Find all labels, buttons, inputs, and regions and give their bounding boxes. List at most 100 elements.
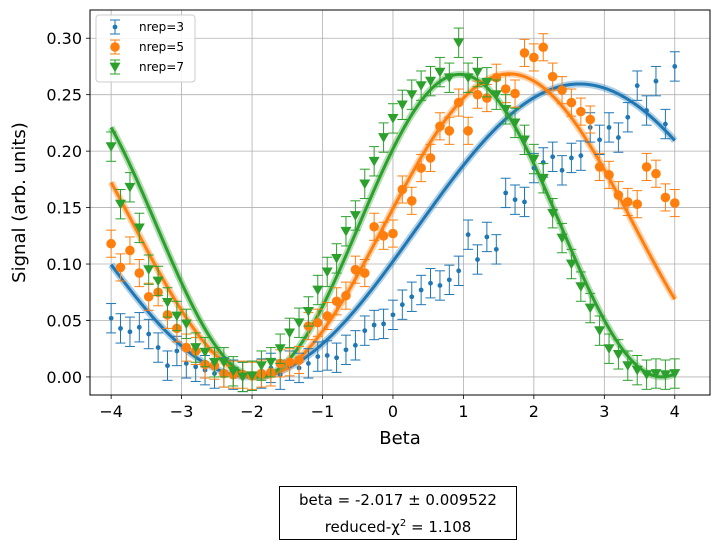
circle-marker — [341, 290, 351, 301]
point-marker — [155, 345, 161, 350]
circle-marker — [500, 84, 511, 94]
x-axis-label: Beta — [379, 428, 421, 449]
triangle-marker — [124, 182, 136, 193]
triangle-marker — [612, 349, 624, 360]
circle-marker — [350, 264, 361, 275]
triangle-marker — [622, 361, 634, 371]
circle-marker — [416, 163, 426, 173]
circle-marker — [482, 93, 492, 103]
point-marker — [475, 257, 480, 262]
triangle-marker — [415, 81, 427, 91]
circle-marker — [369, 221, 379, 232]
triangle-marker — [378, 133, 390, 143]
triangle-marker — [368, 156, 380, 167]
triangle-marker — [387, 113, 399, 124]
triangle-marker — [603, 344, 615, 354]
y-axis-label: Signal (arb. units) — [9, 122, 30, 283]
y-tick-label: 0.15 — [46, 199, 82, 218]
triangle-marker — [237, 372, 249, 383]
x-tick-label: 3 — [599, 402, 609, 421]
point-marker — [399, 302, 405, 308]
circle-marker — [359, 268, 370, 278]
point-marker — [371, 322, 377, 328]
legend-label: nrep=5 — [139, 40, 184, 54]
point-marker — [353, 342, 358, 348]
triangle-marker — [500, 104, 512, 115]
triangle-marker — [575, 282, 587, 292]
circle-marker — [669, 198, 680, 208]
circle-marker — [378, 231, 389, 241]
point-marker — [165, 363, 170, 369]
point-marker — [644, 108, 649, 113]
circle-marker — [641, 162, 652, 172]
triangle-marker — [340, 226, 352, 237]
chi2-prefix: reduced-χ — [324, 518, 400, 536]
axis-ticks: −4 −3 −2 −1 0 1 2 3 4 0.00 0.05 0.10 0.15 0.20 0.25 0.3… — [46, 29, 679, 421]
triangle-marker — [359, 179, 371, 190]
circle-marker — [312, 317, 323, 328]
x-tick-label: −4 — [99, 402, 123, 421]
point-marker — [446, 277, 452, 283]
point-marker — [183, 360, 189, 366]
series-nrep=7 — [105, 27, 681, 393]
triangle-marker — [594, 326, 606, 336]
triangle-marker — [115, 199, 127, 210]
point-marker — [503, 190, 509, 196]
point-marker — [112, 24, 118, 30]
x-tick-label: −2 — [240, 402, 264, 421]
circle-marker — [322, 311, 333, 321]
point-marker — [606, 125, 612, 130]
triangle-marker — [265, 357, 277, 368]
circle-marker — [660, 192, 671, 203]
x-tick-label: 2 — [529, 402, 539, 421]
point-marker — [381, 321, 386, 327]
point-marker — [118, 325, 123, 331]
series-nrep=3 — [106, 51, 680, 393]
circle-marker — [547, 71, 558, 82]
triangle-marker — [584, 303, 596, 314]
point-marker — [512, 197, 518, 203]
circle-marker — [406, 196, 417, 206]
point-marker — [625, 114, 631, 120]
circle-marker — [529, 52, 539, 63]
plot-frame — [89, 9, 711, 396]
triangle-marker — [472, 67, 483, 78]
triangle-marker — [180, 319, 192, 330]
triangle-marker — [528, 154, 540, 165]
point-marker — [456, 268, 462, 274]
circle-marker — [284, 357, 295, 368]
triangle-marker — [631, 365, 643, 376]
circle-marker — [510, 88, 520, 99]
point-marker — [334, 355, 339, 361]
circle-marker — [604, 170, 614, 180]
triangle-marker — [453, 38, 465, 48]
circle-marker — [453, 97, 464, 108]
circle-marker — [519, 48, 530, 58]
point-marker — [343, 347, 349, 353]
circle-marker — [294, 355, 304, 365]
circle-marker — [538, 42, 549, 53]
triangle-marker — [462, 73, 474, 83]
fit-result-box: beta = -2.017 ± 0.009522 reduced-χ2 = 1.… — [279, 486, 517, 540]
chi2-exponent: 2 — [399, 518, 407, 529]
y-tick-label: 0.20 — [46, 142, 82, 161]
triangle-marker — [227, 366, 239, 377]
point-marker — [324, 353, 330, 358]
point-marker — [362, 328, 368, 334]
point-marker — [597, 137, 602, 143]
triangle-marker — [274, 344, 286, 354]
circle-marker — [585, 114, 596, 125]
triangle-marker — [152, 276, 164, 287]
circle-marker — [110, 42, 120, 52]
circle-marker — [134, 268, 145, 278]
triangle-marker — [556, 233, 568, 244]
fit-chi2-line: reduced-χ2 = 1.108 — [280, 512, 516, 539]
point-marker — [390, 312, 396, 318]
chi2-value: = 1.108 — [406, 518, 472, 536]
circle-marker — [125, 245, 135, 256]
triangle-marker — [490, 90, 502, 100]
y-tick-label: 0.30 — [46, 29, 82, 48]
circle-marker — [613, 190, 624, 200]
triangle-marker — [312, 285, 324, 296]
